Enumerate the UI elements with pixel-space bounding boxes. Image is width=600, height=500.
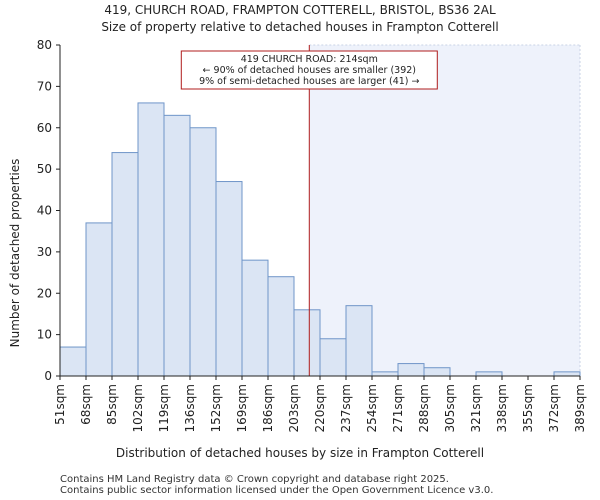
x-tick-label: 321sqm xyxy=(469,384,483,432)
y-tick-label: 20 xyxy=(37,286,52,300)
footer-line-1: Contains HM Land Registry data © Crown c… xyxy=(60,474,449,485)
x-tick-label: 136sqm xyxy=(183,384,197,432)
x-tick-label: 119sqm xyxy=(157,384,171,432)
x-tick-label: 372sqm xyxy=(547,384,561,432)
x-tick-label: 68sqm xyxy=(79,384,93,425)
bar-85sqm xyxy=(111,152,139,377)
x-tick-label: 271sqm xyxy=(391,384,405,432)
y-axis-label: Number of detached properties xyxy=(8,158,22,348)
y-tick-label: 10 xyxy=(37,328,52,342)
x-tick-label: 305sqm xyxy=(443,384,457,432)
y-tick-label: 50 xyxy=(37,162,52,176)
x-tick-label: 203sqm xyxy=(287,384,301,432)
bar-254sqm xyxy=(371,371,399,377)
x-tick-label: 152sqm xyxy=(209,384,223,432)
bar-119sqm xyxy=(163,114,191,377)
bar-203sqm xyxy=(293,309,321,377)
bar-136sqm xyxy=(189,127,217,377)
y-tick-label: 60 xyxy=(37,121,52,135)
x-tick-label: 389sqm xyxy=(573,384,587,432)
bar-372sqm xyxy=(553,371,581,377)
x-tick-label: 355sqm xyxy=(521,384,535,432)
bar-186sqm xyxy=(267,276,295,377)
x-tick-label: 237sqm xyxy=(339,384,353,432)
x-tick-label: 338sqm xyxy=(495,384,509,432)
annotation-box xyxy=(180,50,438,90)
bar-68sqm xyxy=(85,222,113,377)
chart-title: 419, CHURCH ROAD, FRAMPTON COTTERELL, BR… xyxy=(104,3,496,17)
y-tick-label: 0 xyxy=(44,369,52,383)
x-axis-label: Distribution of detached houses by size … xyxy=(115,446,485,460)
bar-288sqm xyxy=(423,367,451,377)
footer-line-2: Contains public sector information licen… xyxy=(60,485,494,496)
bar-271sqm xyxy=(397,363,425,377)
annotation-line-1: 419 CHURCH ROAD: 214sqm xyxy=(241,54,378,65)
y-tick-label: 70 xyxy=(37,79,52,93)
x-tick-label: 169sqm xyxy=(235,384,249,432)
y-tick-label: 30 xyxy=(37,245,52,259)
y-tick-label: 40 xyxy=(37,204,52,218)
y-tick-label: 80 xyxy=(37,38,52,52)
x-tick-label: 85sqm xyxy=(105,384,119,425)
x-tick-label: 102sqm xyxy=(131,384,145,432)
bar-102sqm xyxy=(137,102,165,377)
annotation-line-3: 9% of semi-detached houses are larger (4… xyxy=(199,76,419,87)
bar-169sqm xyxy=(241,259,269,377)
x-tick-label: 186sqm xyxy=(261,384,275,432)
bar-51sqm xyxy=(59,346,87,377)
bar-321sqm xyxy=(475,371,503,377)
bar-237sqm xyxy=(345,305,373,377)
annotation-line-2: ← 90% of detached houses are smaller (39… xyxy=(203,65,416,76)
bar-152sqm xyxy=(215,181,243,377)
x-tick-label: 288sqm xyxy=(417,384,431,432)
x-tick-label: 254sqm xyxy=(365,384,379,432)
x-tick-label: 220sqm xyxy=(313,384,327,432)
bar-220sqm xyxy=(319,338,347,377)
chart-subtitle: Size of property relative to detached ho… xyxy=(101,20,499,34)
x-tick-label: 51sqm xyxy=(53,384,67,425)
